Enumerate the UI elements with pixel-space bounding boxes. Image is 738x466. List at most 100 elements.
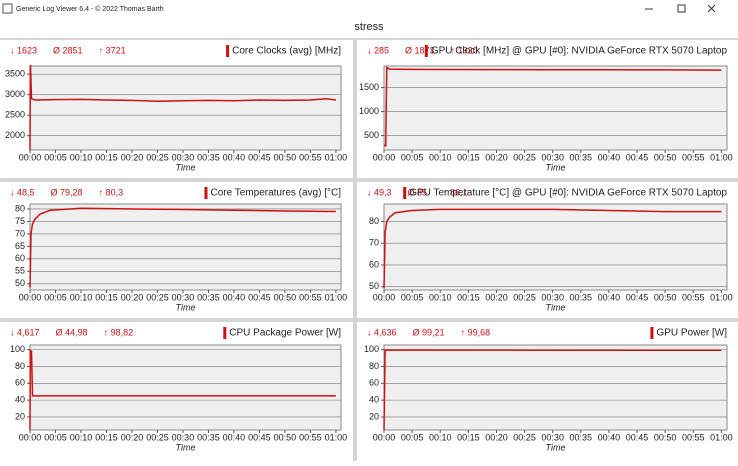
x-tick-label: 00:55 <box>682 152 705 162</box>
x-tick-label: 00:45 <box>626 432 649 442</box>
chart-title: GPU Power [W] <box>656 328 727 339</box>
stat-value: ↑ 86,1 <box>443 187 468 197</box>
y-tick-label: 100 <box>364 344 379 354</box>
x-tick-label: 00:50 <box>654 432 677 442</box>
title-bar <box>0 0 738 17</box>
y-tick-label: 80 <box>369 216 379 226</box>
x-tick-label: 00:30 <box>541 292 564 302</box>
x-axis-label: Time <box>546 442 566 452</box>
x-tick-label: 00:15 <box>457 292 480 302</box>
stat-value: ↑ 99,68 <box>461 327 491 337</box>
plot-area <box>29 203 342 291</box>
x-axis-label: Time <box>176 302 196 312</box>
x-tick-label: 00:20 <box>121 432 144 442</box>
y-tick-label: 2000 <box>5 130 25 140</box>
x-tick-label: 00:15 <box>457 152 480 162</box>
x-tick-label: 00:00 <box>373 152 396 162</box>
data-line <box>383 208 722 289</box>
x-tick-label: 01:00 <box>325 152 348 162</box>
x-tick-label: 01:00 <box>710 432 733 442</box>
x-tick-label: 00:50 <box>274 292 297 302</box>
x-tick-label: 00:55 <box>299 152 322 162</box>
y-tick-label: 70 <box>15 228 25 238</box>
x-tick-label: 00:25 <box>513 292 536 302</box>
y-tick-label: 50 <box>15 278 25 288</box>
stat-value: Ø 99,21 <box>413 327 445 337</box>
x-tick-label: 00:35 <box>570 152 593 162</box>
x-tick-label: 01:00 <box>710 152 733 162</box>
x-tick-label: 01:00 <box>325 432 348 442</box>
y-tick-label: 500 <box>364 130 379 140</box>
stat-value: ↓ 1623 <box>10 45 37 55</box>
x-tick-label: 00:05 <box>44 432 67 442</box>
y-tick-label: 2500 <box>5 110 25 120</box>
x-tick-label: 00:45 <box>626 152 649 162</box>
x-tick-label: 00:20 <box>485 432 508 442</box>
x-tick-label: 00:10 <box>429 152 452 162</box>
x-tick-label: 00:25 <box>146 432 169 442</box>
chart-title: GPU Clock [MHz] @ GPU [#0]: NVIDIA GeFor… <box>431 46 728 57</box>
data-line <box>383 349 722 430</box>
y-tick-label: 55 <box>15 266 25 276</box>
y-tick-label: 50 <box>369 281 379 291</box>
x-tick-label: 00:35 <box>197 292 220 302</box>
x-tick-label: 01:00 <box>325 292 348 302</box>
y-tick-label: 80 <box>15 361 25 371</box>
x-tick-label: 00:40 <box>598 152 621 162</box>
x-tick-label: 00:30 <box>172 292 195 302</box>
plot-area <box>29 65 342 151</box>
y-tick-label: 3000 <box>5 89 25 99</box>
x-tick-label: 00:05 <box>401 292 424 302</box>
x-tick-label: 00:45 <box>248 152 271 162</box>
close-button[interactable] <box>707 4 716 13</box>
stat-value: ↑ 80,3 <box>99 187 124 197</box>
x-tick-label: 00:30 <box>541 432 564 442</box>
x-tick-label: 00:10 <box>70 152 93 162</box>
x-tick-label: 01:00 <box>710 292 733 302</box>
x-tick-label: 00:05 <box>44 152 67 162</box>
y-tick-label: 20 <box>369 411 379 421</box>
x-tick-label: 00:10 <box>429 292 452 302</box>
x-tick-label: 00:00 <box>19 152 42 162</box>
chart-title: Core Temperatures (avg) [°C] <box>210 188 341 199</box>
x-tick-label: 00:45 <box>248 292 271 302</box>
x-tick-label: 00:50 <box>274 152 297 162</box>
stat-value: ↓ 4,617 <box>10 327 40 337</box>
y-tick-label: 1000 <box>359 106 379 116</box>
y-tick-label: 3500 <box>5 69 25 79</box>
x-tick-label: 00:20 <box>485 152 508 162</box>
plot-area <box>383 65 728 151</box>
x-axis-label: Time <box>546 302 566 312</box>
x-tick-label: 00:30 <box>172 432 195 442</box>
chart-title: CPU Package Power [W] <box>229 328 341 339</box>
x-tick-label: 00:25 <box>513 432 536 442</box>
x-tick-label: 00:50 <box>654 152 677 162</box>
header-bar <box>0 17 738 38</box>
y-tick-label: 60 <box>369 259 379 269</box>
x-tick-label: 00:10 <box>429 432 452 442</box>
x-tick-label: 00:20 <box>121 292 144 302</box>
stat-value: Ø 44,98 <box>56 327 88 337</box>
x-tick-label: 00:25 <box>146 292 169 302</box>
data-line <box>383 66 722 148</box>
chart-title: GPU Temperature [°C] @ GPU [#0]: NVIDIA … <box>409 188 727 199</box>
y-tick-label: 20 <box>15 411 25 421</box>
stat-value: ↓ 4,636 <box>367 327 397 337</box>
x-tick-label: 00:05 <box>401 152 424 162</box>
y-tick-label: 75 <box>15 216 25 226</box>
stat-value: ↑ 98,82 <box>104 327 134 337</box>
maximize-button[interactable] <box>677 4 686 13</box>
x-tick-label: 00:40 <box>223 292 246 302</box>
x-tick-label: 00:00 <box>19 432 42 442</box>
x-tick-label: 00:35 <box>570 292 593 302</box>
session-title: stress <box>354 21 384 33</box>
y-tick-label: 80 <box>369 361 379 371</box>
y-tick-label: 100 <box>10 344 25 354</box>
y-tick-label: 1500 <box>359 82 379 92</box>
stat-value: Ø 2851 <box>53 45 83 55</box>
x-tick-label: 00:15 <box>457 432 480 442</box>
y-tick-label: 60 <box>369 378 379 388</box>
x-tick-label: 00:25 <box>146 152 169 162</box>
x-axis-label: Time <box>176 442 196 452</box>
